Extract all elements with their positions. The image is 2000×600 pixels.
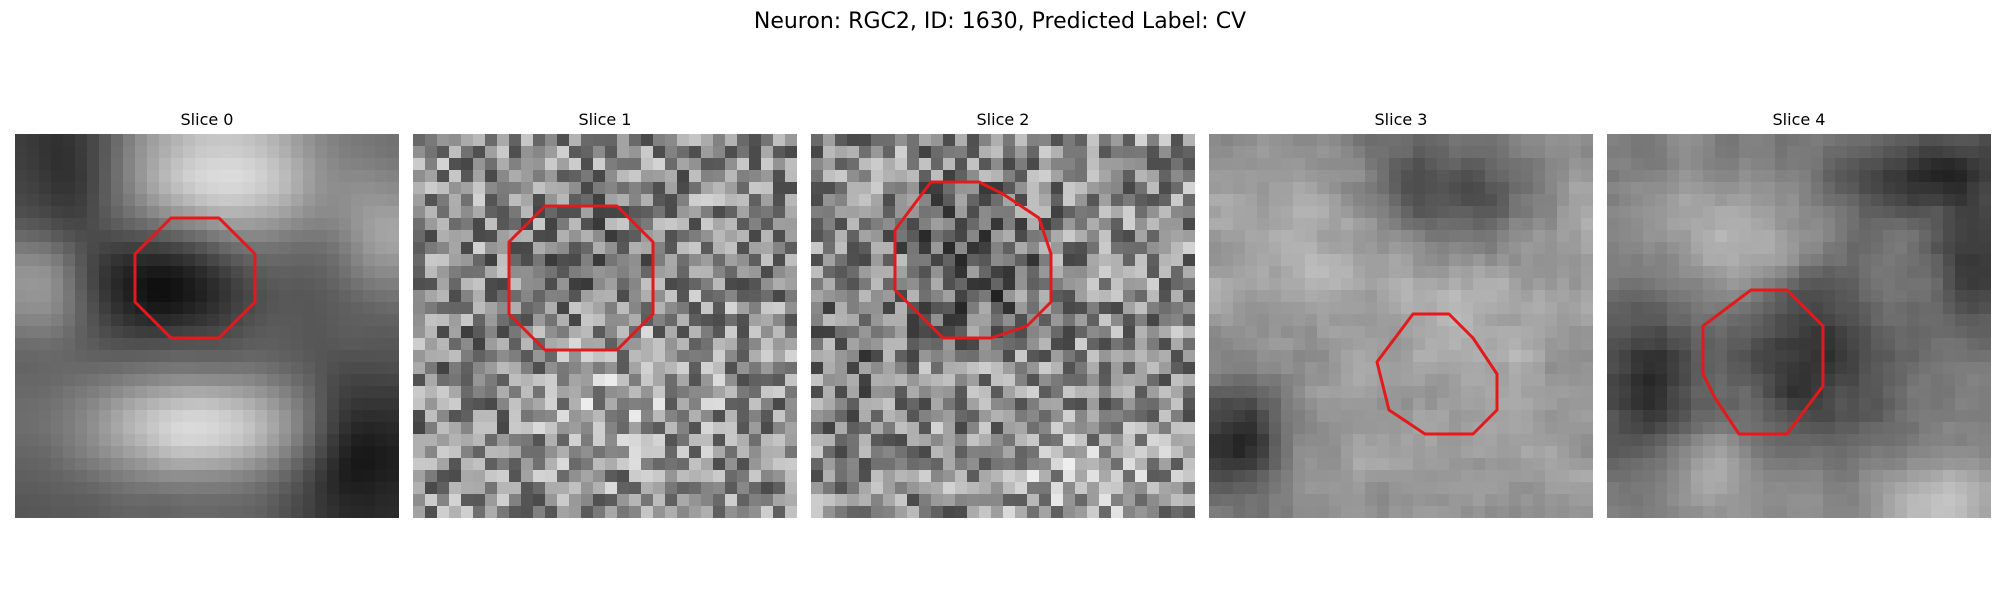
pixel-grid [811, 134, 1195, 518]
pixel-grid [15, 134, 399, 518]
cell-contour [1375, 312, 1499, 436]
slice-title-1: Slice 1 [578, 110, 632, 129]
slice-title-0: Slice 0 [180, 110, 234, 129]
slice-panel-3: Slice 3 [1209, 106, 1593, 530]
cell-contour [133, 216, 257, 340]
slice-image-2 [811, 134, 1195, 518]
slice-image-0 [15, 134, 399, 518]
pixel-grid [1209, 134, 1593, 518]
pixel-grid [413, 134, 797, 518]
pixel-grid [1607, 134, 1991, 518]
slice-panel-1: Slice 1 [413, 106, 797, 530]
slice-panel-0: Slice 0 [15, 106, 399, 530]
slice-image-1 [413, 134, 797, 518]
slice-panel-2: Slice 2 [811, 106, 1195, 530]
cell-contour [1701, 288, 1825, 436]
slice-image-3 [1209, 134, 1593, 518]
slice-title-4: Slice 4 [1772, 110, 1826, 129]
figure-title: Neuron: RGC2, ID: 1630, Predicted Label:… [753, 9, 1247, 34]
cell-contour [893, 180, 1053, 340]
slice-image-4 [1607, 134, 1991, 518]
cell-contour [507, 204, 655, 352]
slice-panel-4: Slice 4 [1607, 106, 1991, 530]
slice-title-3: Slice 3 [1374, 110, 1428, 129]
slice-title-2: Slice 2 [976, 110, 1030, 129]
